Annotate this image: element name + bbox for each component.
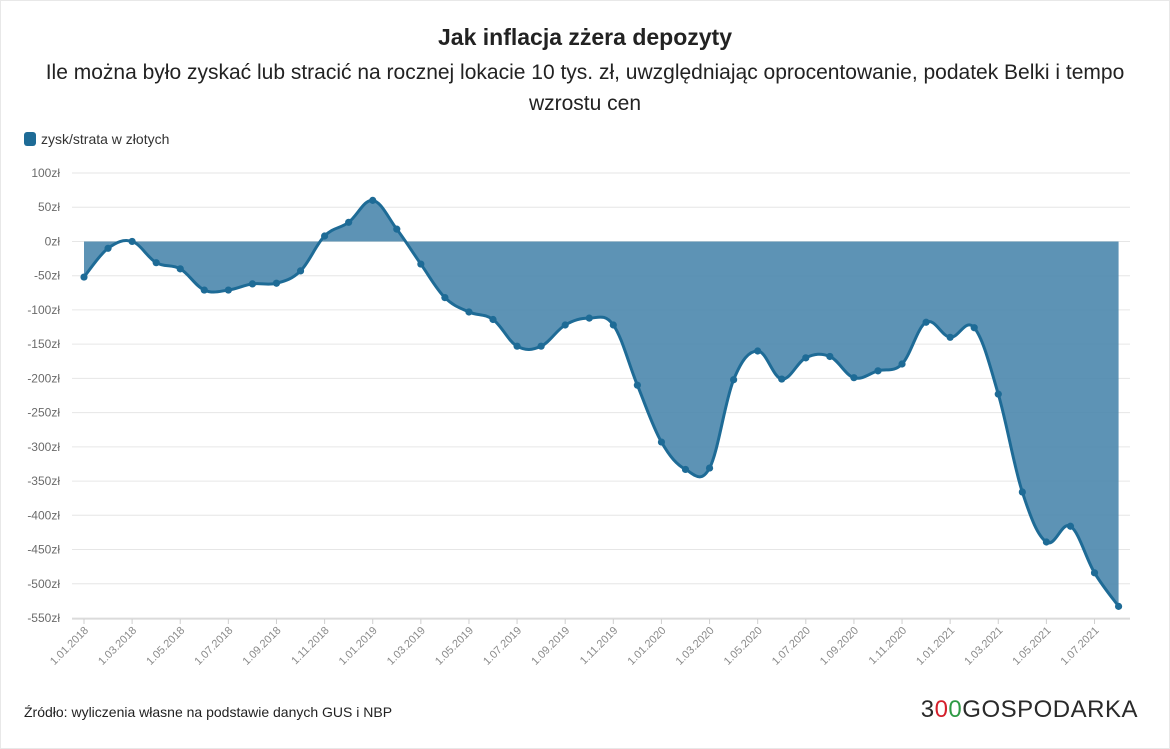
x-tick-label: 1.07.2018 [192,625,235,668]
y-tick-label: -250zł [27,406,60,420]
x-tick-label: 1.05.2020 [722,625,765,668]
chart-title: Jak inflacja zżera depozyty [437,24,732,50]
brand-logo: 300GOSPODARKA [920,696,1138,723]
data-point[interactable] [754,347,762,355]
y-tick-label: -550zł [27,611,60,625]
x-tick-label: 1.03.2020 [674,625,717,668]
data-point[interactable] [922,318,930,326]
data-point[interactable] [128,237,136,246]
x-tick-label: 1.07.2019 [481,625,524,668]
x-tick-label: 1.09.2018 [241,625,284,668]
data-point[interactable] [657,438,666,446]
y-tick-label: -50zł [34,269,60,283]
x-tick-label: 1.07.2020 [770,625,813,668]
y-tick-label: -150zł [27,337,60,351]
data-point[interactable] [176,265,184,273]
x-tick-label: 1.11.2018 [289,625,332,668]
x-tick-label: 1.07.2021 [1059,625,1102,668]
data-point[interactable] [513,342,521,350]
chart-subtitle: Ile można było zyskać lub stracić na roc… [45,61,1125,115]
area-chart: 100zł 50zł 0zł -50zł -100zł -150zł -200zł -250z… [27,166,1130,668]
data-point[interactable] [730,376,738,384]
data-point[interactable] [826,352,834,361]
data-point[interactable] [946,333,954,341]
data-point[interactable] [1090,569,1099,577]
data-point[interactable] [369,196,377,204]
data-point[interactable] [681,465,690,474]
x-tick-label: 1.01.2021 [914,625,957,668]
data-point[interactable] [898,360,906,368]
y-tick-label: -450zł [27,543,60,557]
data-point[interactable] [441,294,449,302]
x-tick-label: 1.01.2018 [48,625,91,668]
data-point[interactable] [561,321,569,329]
x-tick-label: 1.05.2019 [433,625,476,668]
legend-swatch [24,132,36,146]
data-point[interactable] [609,321,617,329]
x-tick-label: 1.03.2021 [962,625,1005,668]
data-point[interactable] [874,367,882,375]
data-point[interactable] [393,225,401,233]
x-tick-label: 1.09.2020 [818,625,861,668]
y-tick-label: -100zł [27,303,60,317]
y-tick-label: -200zł [27,371,60,385]
y-tick-label: -400zł [27,508,60,522]
y-tick-label: -350zł [27,474,60,488]
x-tick-label: 1.05.2018 [144,625,187,668]
y-tick-label: -500zł [27,577,60,591]
data-point[interactable] [994,390,1002,398]
data-point[interactable] [778,375,786,383]
data-point[interactable] [200,286,208,294]
y-tick-label: 0zł [45,234,61,248]
y-tick-label: -300zł [27,440,60,454]
data-point[interactable] [80,273,88,281]
x-tick-label: 1.05.2021 [1010,625,1053,668]
data-point[interactable] [224,286,232,294]
x-tick-label: 1.11.2019 [578,625,621,668]
data-point[interactable] [970,324,978,332]
x-tick-label: 1.01.2020 [625,625,668,668]
data-point[interactable] [248,280,257,288]
data-point[interactable] [1042,538,1050,546]
legend[interactable]: zysk/strata w złotych [24,131,169,147]
data-point[interactable] [1018,488,1026,496]
x-tick-label: 1.03.2019 [385,625,428,668]
data-point[interactable] [321,232,329,240]
source-note: Źródło: wyliczenia własne na podstawie d… [24,704,393,720]
data-point[interactable] [850,374,858,382]
data-point[interactable] [104,244,112,252]
data-point[interactable] [802,354,810,362]
y-tick-label: 50zł [38,200,60,214]
legend-label: zysk/strata w złotych [41,131,170,147]
x-tick-label: 1.09.2019 [529,625,572,668]
data-point[interactable] [1066,522,1075,530]
data-point[interactable] [489,315,497,324]
data-point[interactable] [465,308,473,316]
x-tick-label: 1.03.2018 [96,625,139,668]
x-tick-label: 1.11.2020 [867,625,910,668]
data-point[interactable] [345,218,353,226]
data-point[interactable] [1114,602,1123,610]
data-point[interactable] [585,314,593,322]
data-point[interactable] [537,342,545,350]
y-tick-label: 100zł [31,166,60,180]
data-point[interactable] [272,279,281,287]
x-tick-label: 1.01.2019 [337,625,380,668]
data-point[interactable] [296,267,305,275]
data-point[interactable] [152,259,160,267]
data-point[interactable] [417,260,425,268]
area-fill [84,200,1119,607]
data-point[interactable] [633,381,641,389]
data-point[interactable] [705,464,714,472]
